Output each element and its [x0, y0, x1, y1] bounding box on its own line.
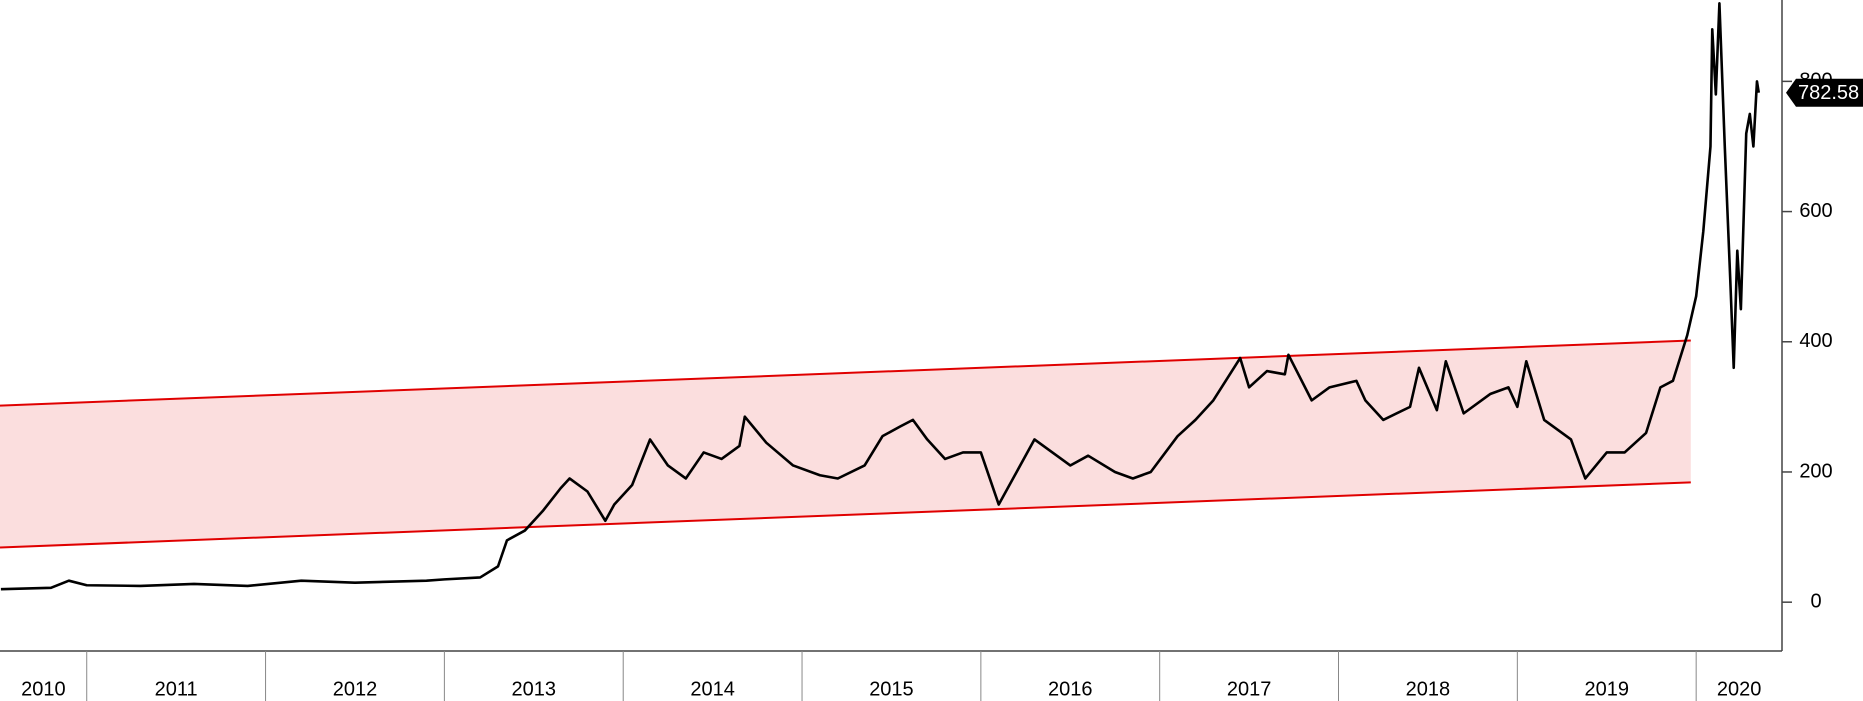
channel-lower-line: [0, 481, 1691, 549]
x-tick-label: 2013: [512, 678, 557, 700]
x-tick-label: 2018: [1406, 678, 1451, 700]
price-line: [0, 1, 1761, 591]
x-tick-label: 2016: [1048, 678, 1093, 700]
y-tick-label: 400: [1799, 330, 1832, 352]
x-tick-label: 2019: [1585, 678, 1630, 700]
x-tick-label: 2012: [333, 678, 378, 700]
y-tick-label: 200: [1799, 460, 1832, 482]
channel-band: [0, 340, 1691, 548]
channel-upper-line: [0, 339, 1691, 407]
last-value-label: 782.58: [1798, 82, 1859, 104]
last-value-tag: [1786, 78, 1863, 107]
x-tick-label: 2017: [1227, 678, 1272, 700]
y-tick-label: 600: [1799, 200, 1832, 222]
x-tick-label: 2014: [690, 678, 735, 700]
y-tick-label: 0: [1810, 590, 1821, 612]
x-tick-label: 2010: [21, 678, 66, 700]
x-tick-label: 2015: [869, 678, 914, 700]
x-tick-label: 2011: [155, 678, 198, 700]
x-tick-label: 2020: [1717, 678, 1762, 700]
